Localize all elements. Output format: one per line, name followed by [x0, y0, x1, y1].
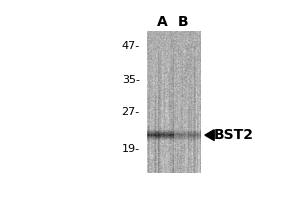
Text: 27-: 27- — [122, 107, 140, 117]
Polygon shape — [205, 130, 214, 141]
Text: 19-: 19- — [122, 144, 140, 154]
Text: A: A — [157, 15, 167, 29]
Text: 47-: 47- — [122, 41, 140, 51]
Text: B: B — [178, 15, 188, 29]
Text: 35-: 35- — [122, 75, 140, 85]
Text: BST2: BST2 — [214, 128, 254, 142]
